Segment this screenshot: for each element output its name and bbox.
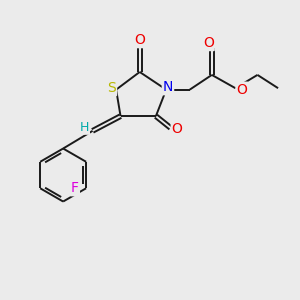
Text: O: O (134, 33, 145, 47)
Text: O: O (203, 36, 214, 50)
Text: O: O (236, 82, 247, 97)
Text: O: O (172, 122, 182, 136)
Text: S: S (107, 81, 116, 95)
Text: H: H (80, 121, 89, 134)
Text: N: N (163, 80, 173, 94)
Text: F: F (71, 181, 79, 195)
